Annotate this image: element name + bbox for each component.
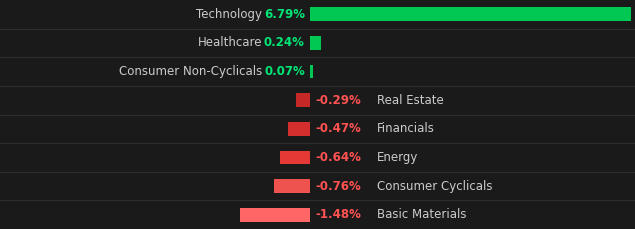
Bar — [310, 36, 321, 50]
Text: Real Estate: Real Estate — [377, 94, 443, 107]
Text: -0.64%: -0.64% — [315, 151, 361, 164]
Text: -1.48%: -1.48% — [315, 208, 361, 221]
Text: 0.07%: 0.07% — [264, 65, 305, 78]
Text: Energy: Energy — [377, 151, 418, 164]
Text: Consumer Cyclicals: Consumer Cyclicals — [377, 180, 492, 193]
Text: 6.79%: 6.79% — [264, 8, 305, 21]
Text: -0.76%: -0.76% — [315, 180, 361, 193]
Text: Consumer Non-Cyclicals: Consumer Non-Cyclicals — [119, 65, 262, 78]
Bar — [274, 179, 310, 193]
Text: Healthcare: Healthcare — [197, 36, 262, 49]
Bar — [288, 122, 310, 136]
Bar — [310, 8, 631, 21]
Text: -0.47%: -0.47% — [315, 122, 361, 135]
Text: Technology: Technology — [196, 8, 262, 21]
Text: 0.24%: 0.24% — [264, 36, 305, 49]
Text: -0.29%: -0.29% — [315, 94, 361, 107]
Bar — [279, 151, 310, 164]
Bar — [296, 93, 310, 107]
Bar — [240, 208, 310, 222]
Text: Financials: Financials — [377, 122, 434, 135]
Text: Basic Materials: Basic Materials — [377, 208, 466, 221]
Bar — [310, 65, 313, 78]
